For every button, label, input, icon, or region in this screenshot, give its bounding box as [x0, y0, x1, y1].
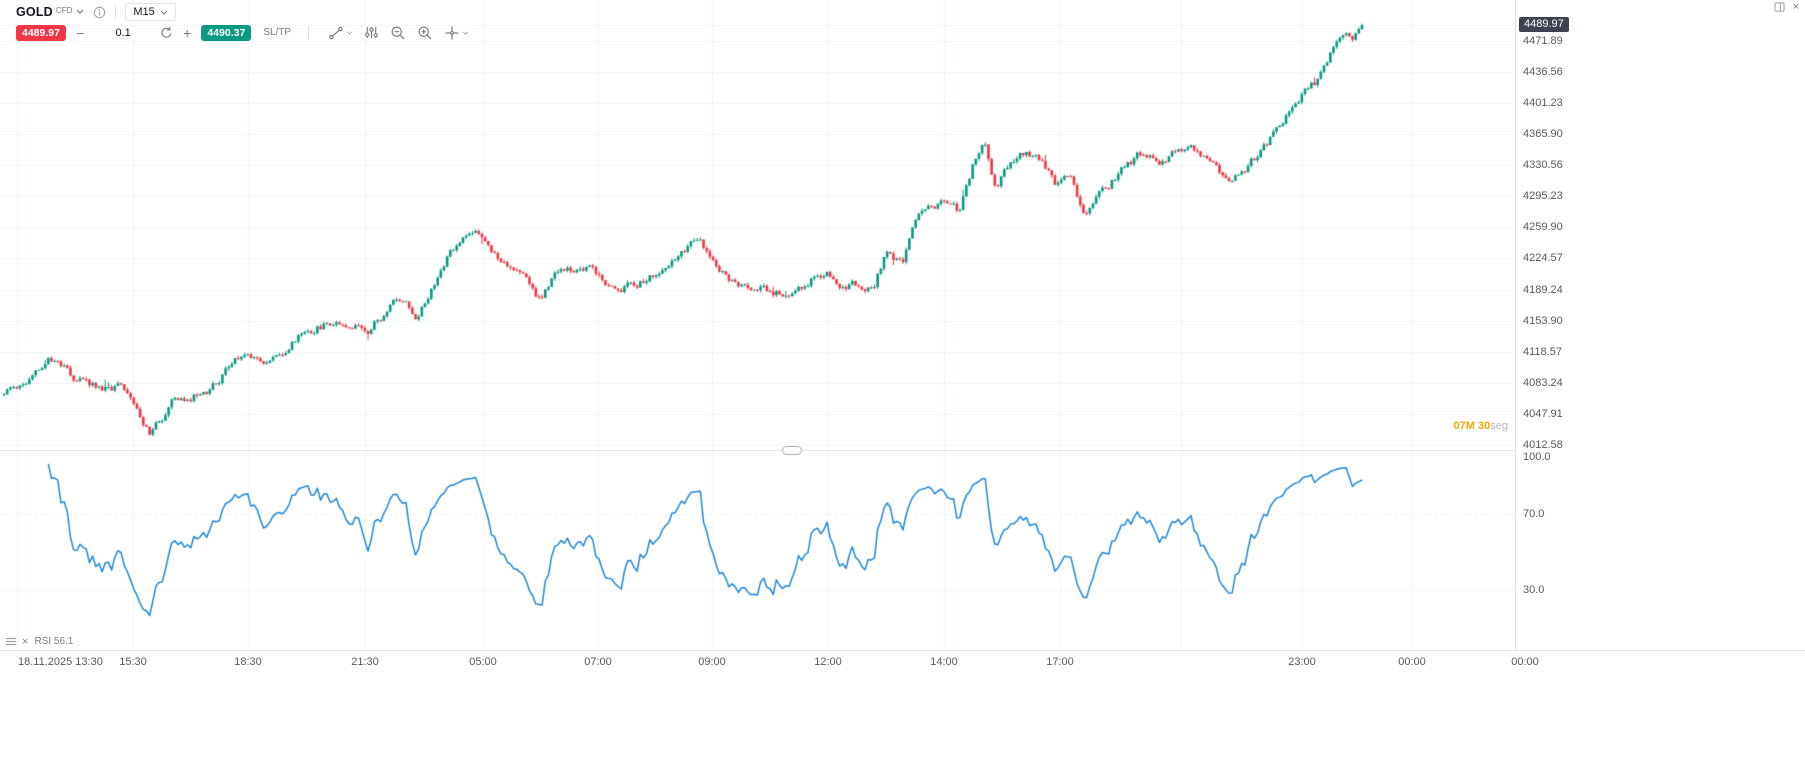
indicators-icon — [365, 26, 378, 39]
chart-tools — [328, 25, 469, 41]
crosshair-tool-button[interactable] — [444, 25, 469, 41]
time-axis-label: 05:00 — [469, 656, 497, 668]
chart-header: GOLD CFD M15 — [16, 3, 176, 21]
buy-price-button[interactable]: 4490.37 — [201, 24, 252, 41]
symbol-selector[interactable]: GOLD CFD — [16, 5, 84, 19]
price-axis-label: 4295.23 — [1523, 190, 1563, 203]
price-axis-label: 4259.90 — [1523, 221, 1563, 234]
price-axis-label: 4471.89 — [1523, 34, 1563, 47]
rsi-axis-label: 100.0 — [1523, 451, 1551, 463]
zoom-out-button[interactable] — [390, 25, 406, 41]
price-axis-label: 4365.90 — [1523, 128, 1563, 141]
time-axis-label: 18:30 — [234, 656, 262, 668]
time-axis-label: 12:00 — [814, 656, 842, 668]
trend-line-tool-button[interactable] — [328, 25, 353, 41]
zoom-out-icon — [391, 25, 405, 39]
crosshair-icon — [445, 26, 459, 39]
quantity-decrease-button[interactable]: − — [75, 24, 85, 41]
time-axis-label: 21:30 — [351, 656, 379, 668]
order-toolbar: 4489.97 − 0.1 + 4490.37 SL/TP — [16, 24, 469, 41]
zoom-in-icon — [418, 25, 432, 39]
sell-price-button[interactable]: 4489.97 — [16, 24, 66, 41]
price-axis-label: 4330.56 — [1523, 159, 1563, 172]
candle-countdown: 07M 30seg — [1350, 420, 1508, 432]
symbol-market-type: CFD — [55, 6, 73, 15]
chevron-down-icon — [160, 10, 168, 15]
price-axis-label: 4047.91 — [1523, 407, 1563, 420]
time-axis-label: 18.11.2025 13:30 — [18, 656, 103, 668]
close-icon[interactable]: × — [1792, 1, 1799, 13]
indicator-close-icon[interactable]: × — [22, 635, 29, 648]
rsi-indicator-legend: × RSI 56.1 — [6, 636, 73, 647]
chevron-down-icon — [346, 30, 353, 35]
sltp-button[interactable]: SL/TP — [263, 27, 292, 38]
indicator-menu-icon[interactable] — [6, 637, 16, 646]
price-axis-label: 4189.24 — [1523, 283, 1563, 296]
quantity-increase-button[interactable]: + — [183, 24, 192, 41]
symbol-name: GOLD — [16, 5, 53, 19]
refresh-icon[interactable] — [160, 26, 173, 39]
price-axis-label: 4224.57 — [1523, 252, 1563, 265]
time-axis-label: 09:00 — [698, 656, 726, 668]
price-axis-label: 4118.57 — [1523, 345, 1562, 358]
trend-line-icon — [329, 26, 343, 39]
rsi-axis-label: 70.0 — [1523, 508, 1545, 520]
panel-separator — [0, 450, 1805, 451]
time-axis-label: 23:00 — [1288, 656, 1316, 668]
timeframe-label: M15 — [133, 6, 155, 18]
current-price-badge: 4489.97 — [1519, 17, 1569, 32]
price-axis-label: 4012.58 — [1523, 439, 1563, 451]
time-axis-label: 07:00 — [584, 656, 612, 668]
chevron-down-icon — [76, 9, 84, 14]
divider — [115, 5, 117, 19]
price-axis-label: 4083.24 — [1523, 376, 1563, 389]
zoom-in-button[interactable] — [417, 25, 433, 41]
chevron-down-icon — [462, 30, 469, 35]
divider — [308, 25, 310, 40]
rsi-axis-label: 30.0 — [1523, 584, 1545, 596]
indicators-button[interactable] — [364, 25, 379, 40]
time-axis[interactable]: 18.11.2025 13:30 15:30 18:30 21:30 05:00 07:0… — [0, 650, 1805, 676]
time-axis-label: 00:00 — [1511, 656, 1539, 668]
chart-canvas[interactable] — [0, 0, 1515, 650]
time-axis-label: 14:00 — [930, 656, 958, 668]
timeframe-dropdown[interactable]: M15 — [125, 3, 176, 21]
price-axis[interactable]: 4489.97 4471.89 4436.56 4401.23 4365.90 4330… — [1515, 0, 1805, 650]
countdown-unit: seg — [1490, 420, 1508, 432]
time-axis-label: 15:30 — [119, 656, 147, 668]
price-axis-label: 4436.56 — [1523, 65, 1563, 78]
info-icon[interactable] — [93, 6, 106, 19]
price-axis-label: 4153.90 — [1523, 314, 1563, 327]
panel-resize-handle[interactable] — [782, 446, 802, 455]
quantity-value[interactable]: 0.1 — [115, 26, 131, 39]
window-controls: × — [1774, 1, 1799, 13]
rsi-value-label: RSI 56.1 — [34, 636, 74, 647]
time-axis-label: 17:00 — [1046, 656, 1074, 668]
countdown-time: 07M 30 — [1453, 420, 1491, 432]
panel-layout-icon[interactable] — [1774, 2, 1785, 12]
time-axis-label: 00:00 — [1398, 656, 1426, 668]
price-axis-label: 4401.23 — [1523, 97, 1563, 110]
